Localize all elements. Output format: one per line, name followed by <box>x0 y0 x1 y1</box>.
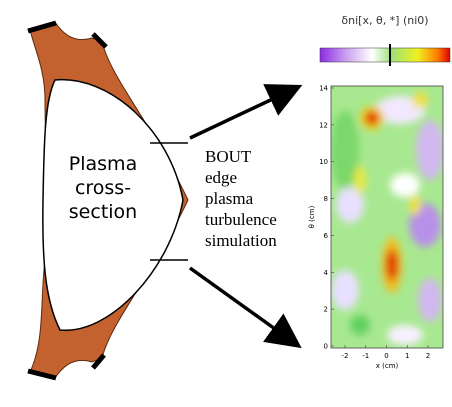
y-tick-label: 12 <box>319 121 328 129</box>
x-tick-label: 1 <box>405 352 409 360</box>
label-line: edge <box>205 168 237 187</box>
y-tick-label: 6 <box>324 232 329 240</box>
heatmap <box>331 86 444 348</box>
arrow <box>190 88 296 138</box>
arrow <box>190 268 296 344</box>
colorbar <box>320 48 450 62</box>
x-tick-label: 0 <box>384 352 388 360</box>
y-tick-label: 10 <box>319 158 328 166</box>
y-tick-label: 0 <box>324 343 328 351</box>
x-tick-label: 2 <box>426 352 430 360</box>
x-tick-label: -1 <box>362 352 369 360</box>
left-label: Plasma cross- section <box>69 153 137 223</box>
y-tick-label: 2 <box>324 306 328 314</box>
y-tick-label: 8 <box>324 195 328 203</box>
y-tick-label: 14 <box>319 85 328 93</box>
x-axis-label: x (cm) <box>376 362 399 370</box>
figure: Plasma cross- section BOUT edge plasma t… <box>0 0 452 407</box>
x-tick-label: -2 <box>342 352 349 360</box>
label-line: section <box>69 201 137 223</box>
y-tick-label: 4 <box>324 269 329 277</box>
label-line: BOUT <box>205 147 252 166</box>
label-line: Plasma <box>69 153 137 175</box>
label-line: simulation <box>205 231 277 250</box>
label-line: cross- <box>75 177 131 199</box>
plot-title: δni[x, θ, *] (ni0) <box>341 14 428 27</box>
y-axis-label: θ (cm) <box>308 205 316 228</box>
label-line: plasma <box>205 189 254 208</box>
label-line: turbulence <box>205 210 277 229</box>
middle-label: BOUT edge plasma turbulence simulation <box>205 147 277 250</box>
